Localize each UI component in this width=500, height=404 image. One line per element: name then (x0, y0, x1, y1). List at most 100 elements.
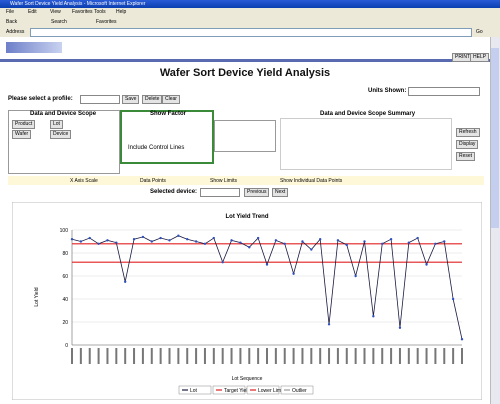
data-point (141, 235, 145, 239)
legend-box (246, 385, 280, 395)
scope-button[interactable]: Device (50, 130, 72, 139)
x-tick-label-block (416, 348, 419, 364)
option[interactable]: Data Points (140, 178, 166, 184)
data-point (239, 241, 242, 244)
y-tick-label: 60 (62, 274, 68, 280)
address-field[interactable] (30, 28, 472, 37)
data-point (256, 236, 260, 240)
option[interactable]: Show Limits (210, 178, 237, 184)
summary-button[interactable]: Reset (456, 152, 476, 161)
x-tick-label-block (141, 348, 144, 364)
summary-button[interactable]: Refresh (456, 128, 480, 137)
toolbar-button[interactable]: Search (51, 19, 67, 25)
menu-item[interactable]: Help (116, 9, 127, 15)
data-point (212, 236, 216, 240)
scope-panel (8, 110, 120, 174)
x-tick-label-block (88, 348, 91, 364)
x-tick-label-block (425, 348, 428, 364)
data-point (97, 242, 100, 245)
data-point (407, 241, 411, 244)
data-point (381, 242, 384, 245)
x-tick-label-block (345, 348, 348, 364)
menu-item[interactable]: File (6, 9, 15, 15)
scope-button[interactable]: Wafer (12, 130, 32, 139)
legend-box (280, 385, 314, 395)
data-point (79, 240, 83, 243)
data-point (292, 272, 295, 275)
menu-item[interactable]: Edit (28, 9, 37, 15)
menu-item[interactable]: Tools (94, 9, 106, 15)
profile-button[interactable]: Delete (142, 95, 163, 104)
x-tick-label-block (319, 348, 322, 364)
data-point (345, 243, 348, 247)
y-tick-label: 0 (65, 343, 68, 349)
units-select[interactable] (408, 87, 480, 96)
x-tick-label-block (71, 348, 73, 364)
profile-button[interactable]: Clear (162, 95, 180, 104)
date-panel (214, 120, 276, 152)
option[interactable]: X Axis Scale (70, 178, 98, 184)
legend-box (178, 385, 212, 395)
legend-label: Target Yield (224, 388, 250, 394)
chart-frame (12, 202, 482, 400)
x-tick-label-block (336, 348, 339, 364)
logo (6, 42, 62, 53)
title-bar: Wafer Sort Device Yield Analysis - Micro… (0, 0, 500, 8)
data-point (318, 238, 322, 241)
x-axis-label: Lot Sequence (232, 376, 263, 382)
scroll-thumb[interactable] (491, 48, 499, 228)
factor-title: Show Factor (150, 111, 187, 117)
summary-title: Data and Device Scope Summary (320, 111, 416, 117)
data-point (248, 246, 251, 249)
x-tick-label-block (354, 348, 357, 364)
x-tick-label-block (443, 348, 446, 364)
data-point (398, 326, 402, 329)
scope-button[interactable]: Product (12, 120, 36, 129)
data-point (460, 338, 464, 341)
x-tick-label-block (461, 348, 463, 364)
x-tick-label-block (133, 348, 136, 364)
scope-button[interactable]: Lot (50, 120, 63, 129)
x-tick-label-block (79, 348, 82, 364)
x-tick-label-block (434, 348, 437, 364)
x-tick-label-block (221, 348, 224, 364)
data-point (434, 242, 437, 245)
x-tick-label-block (168, 348, 171, 364)
profile-select[interactable] (80, 95, 120, 104)
data-point (70, 238, 74, 241)
x-tick-label-block (310, 348, 313, 364)
device-button[interactable]: Previous (244, 188, 270, 197)
legend-label: Lower Limit (258, 388, 284, 394)
x-tick-label-block (203, 348, 206, 364)
data-point (389, 238, 393, 241)
x-tick-label-block (212, 348, 215, 364)
x-tick-label-block (274, 348, 277, 364)
device-select[interactable] (200, 188, 240, 197)
data-point (443, 240, 446, 243)
y-tick-label: 20 (62, 320, 68, 326)
summary-button[interactable]: Display (456, 140, 479, 149)
data-point (301, 240, 304, 243)
toolbar-button[interactable]: Favorites (96, 19, 117, 25)
device-label: Selected device: (150, 189, 198, 195)
x-tick-label-block (283, 348, 286, 364)
x-tick-label-block (266, 348, 268, 364)
data-point (416, 236, 419, 240)
data-point (203, 242, 207, 245)
option[interactable]: Show Individual Data Points (280, 178, 343, 184)
menu-item[interactable]: Favorites (72, 9, 93, 15)
go-button[interactable]: Go (476, 29, 483, 35)
y-axis-label: Lot Yield (34, 287, 40, 306)
tab[interactable]: HELP (470, 53, 490, 62)
device-button[interactable]: Next (272, 188, 289, 197)
x-tick-label-block (363, 348, 366, 364)
data-point (168, 239, 171, 242)
data-point (372, 315, 375, 318)
x-tick-label-block (407, 348, 410, 364)
toolbar-button[interactable]: Back (6, 19, 18, 25)
factor-check[interactable]: Include Control Lines (128, 145, 185, 151)
x-tick-label-block (106, 348, 109, 364)
profile-button[interactable]: Save (122, 95, 140, 104)
menu-item[interactable]: View (50, 9, 61, 15)
y-tick-label: 40 (62, 297, 68, 303)
